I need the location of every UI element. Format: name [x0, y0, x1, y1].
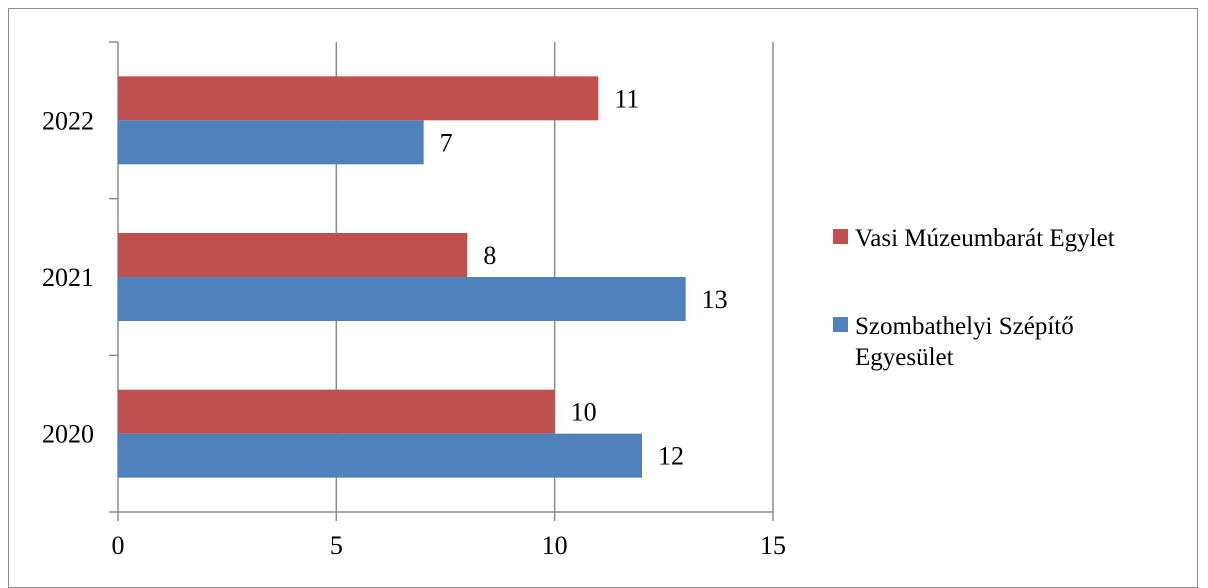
data-label: 11: [614, 84, 639, 113]
x-tick-label: 10: [542, 531, 568, 560]
category-label: 2021: [42, 263, 94, 292]
legend-label: Szombathelyi Szépítő: [855, 313, 1074, 340]
category-label: 2022: [42, 106, 94, 135]
x-tick-label: 15: [760, 531, 786, 560]
bar-2021-series1: [118, 277, 686, 321]
bar-2020-series1: [118, 433, 642, 478]
legend-label: Vasi Múzeumbarát Egylet: [855, 225, 1115, 252]
data-label: 7: [440, 128, 453, 157]
data-label: 12: [658, 442, 684, 471]
category-label: 2020: [42, 420, 94, 449]
bar-2022-series1: [118, 120, 424, 165]
bar-chart: 0 5 10 15 10 12 2020 8 13 2021 11 7 2022 Vasi Múzeumb…: [42, 41, 1115, 560]
legend-swatch: [833, 317, 848, 332]
bar-2020-series2: [118, 389, 555, 434]
bar-2022-series2: [118, 76, 599, 121]
data-label: 10: [571, 398, 597, 427]
data-label: 13: [702, 285, 728, 314]
data-label: 8: [483, 241, 496, 270]
bar-2021-series2: [118, 233, 468, 277]
x-tick-label: 5: [330, 531, 343, 560]
legend-swatch: [833, 229, 848, 244]
x-tick-label: 0: [112, 531, 125, 560]
legend-label: Egyesület: [855, 344, 954, 371]
